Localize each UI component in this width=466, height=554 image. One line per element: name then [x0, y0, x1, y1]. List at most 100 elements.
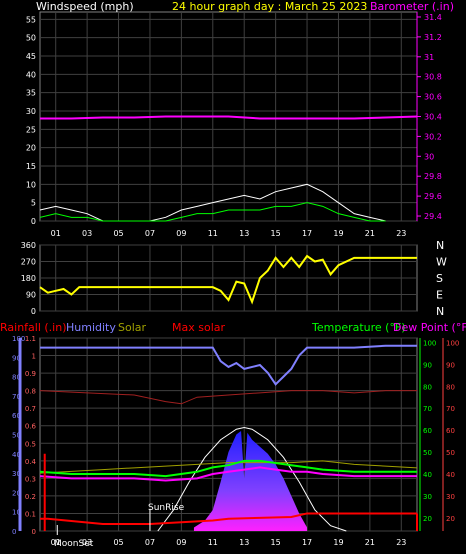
top-xtick-label: 13: [239, 229, 249, 238]
temp-tick-label: 20: [423, 515, 432, 523]
dew-tick-label: 50: [446, 449, 455, 457]
baro-tick-label: 29.8: [424, 172, 442, 181]
compass-label: N: [436, 305, 444, 318]
top-xtick-label: 11: [208, 229, 218, 238]
temp-tick-label: 70: [423, 405, 432, 413]
dew-tick-label: 100: [446, 339, 459, 347]
top-ytick-label: 35: [26, 89, 36, 98]
bottom-xtick-label: 17: [302, 538, 312, 547]
temp-tick-label: 30: [423, 493, 432, 501]
wind-barometer-panel: 051015202530354045505529.429.629.83030.2…: [26, 11, 442, 238]
top-ytick-label: 50: [26, 34, 36, 43]
top-xtick-label: 09: [176, 229, 186, 238]
bottom-xtick-label: 13: [239, 538, 249, 547]
dew-tick-label: 20: [446, 515, 455, 523]
baro-tick-label: 30.6: [424, 93, 442, 102]
baro-tick-label: 30.2: [424, 132, 442, 141]
rain-tick-label: 0.6: [25, 423, 37, 431]
sunrise-annotation: SunRise: [148, 503, 185, 513]
humidity-tick-label: 60: [12, 412, 21, 420]
rain-tick-label: 0.5: [25, 440, 36, 448]
dewpoint-label: Dew Point (°F): [393, 321, 466, 334]
temperature-label: Temperature (°F): [311, 321, 406, 334]
rain-tick-label: 0: [32, 528, 36, 536]
bottom-xtick-label: 23: [396, 538, 406, 547]
baro-tick-label: 31.2: [424, 33, 442, 42]
dewpoint-line: [39, 390, 417, 405]
top-xtick-label: 23: [396, 229, 406, 238]
top-xtick-label: 17: [302, 229, 312, 238]
temp-tick-label: 50: [423, 449, 432, 457]
top-ytick-label: 15: [26, 162, 36, 171]
rain-tick-label: 0.1: [25, 510, 36, 518]
top-ytick-label: 10: [26, 180, 36, 189]
temperature-line: [39, 459, 417, 478]
rain-tick-label: 0.9: [25, 370, 36, 378]
dew-tick-label: 30: [446, 493, 455, 501]
humidity-label: Humidity: [66, 321, 116, 334]
dir-ytick-label: 180: [21, 274, 36, 283]
dew-tick-label: 90: [446, 361, 455, 369]
temperature-line-2: [39, 466, 417, 482]
dew-tick-label: 60: [446, 427, 455, 435]
gust-line: [39, 183, 386, 222]
temp-tick-label: 90: [423, 361, 432, 369]
top-ytick-label: 0: [31, 217, 36, 226]
dir-ytick-label: 0: [31, 307, 36, 316]
rain-tick-label: 1.1: [25, 335, 36, 343]
rain-tick-label: 0.7: [25, 405, 36, 413]
dir-ytick-label: 270: [21, 258, 36, 267]
moonset-annotation: MoonSet: [54, 539, 94, 549]
compass-label: N: [436, 239, 444, 252]
rain-tick-label: 0.2: [25, 493, 36, 501]
humidity-tick-label: 80: [12, 374, 21, 382]
top-xtick-label: 07: [145, 229, 155, 238]
rainfall-line: [40, 512, 417, 525]
rain-tick-label: 0.8: [25, 388, 36, 396]
humidity-tick-label: 20: [12, 489, 21, 497]
bottom-xtick-label: 15: [271, 538, 281, 547]
humidity-tick-label: 0: [12, 528, 16, 536]
bottom-xtick-label: 01: [51, 538, 61, 547]
humidity-line: [40, 344, 417, 386]
baro-tick-label: 30: [424, 152, 434, 161]
baro-tick-label: 30.8: [424, 73, 442, 82]
dew-tick-label: 70: [446, 405, 455, 413]
dir-ytick-label: 360: [21, 241, 36, 250]
bottom-xtick-label: 07: [145, 538, 155, 547]
humidity-tick-label: 40: [12, 451, 21, 459]
top-xtick-label: 21: [365, 229, 375, 238]
temp-tick-label: 100: [423, 339, 436, 347]
rain-temp-panel: 00.10.20.30.40.50.60.70.80.911.101020304…: [12, 335, 459, 547]
bottom-xtick-label: 19: [333, 538, 343, 547]
compass-label: W: [436, 256, 447, 269]
baro-tick-label: 30.4: [424, 113, 442, 122]
humidity-tick-label: 70: [12, 393, 21, 401]
barometer-line: [40, 115, 418, 120]
dew-tick-label: 40: [446, 471, 455, 479]
temp-tick-label: 80: [423, 383, 432, 391]
solar-label: Solar: [118, 321, 147, 334]
bottom-xtick-label: 21: [365, 538, 375, 547]
windspeed-label: Windspeed (mph): [36, 0, 134, 13]
compass-label: S: [436, 272, 443, 285]
humidity-tick-label: 30: [12, 470, 21, 478]
humidity-tick-label: 10: [12, 509, 21, 517]
dew-tick-label: 80: [446, 383, 455, 391]
top-ytick-label: 55: [26, 15, 36, 24]
direction-line: [39, 254, 417, 305]
baro-tick-label: 29.6: [424, 192, 442, 201]
solar-area: [193, 430, 308, 531]
chart-title: 24 hour graph day : March 25 2023: [172, 0, 367, 13]
baro-tick-label: 31: [424, 53, 434, 62]
windspeed-line: [39, 202, 386, 222]
top-ytick-label: 45: [26, 52, 36, 61]
humidity-tick-label: 90: [12, 354, 21, 362]
temp-tick-label: 40: [423, 471, 432, 479]
top-ytick-label: 5: [31, 199, 36, 208]
top-ytick-label: 40: [26, 70, 36, 79]
bottom-xtick-label: 11: [208, 538, 218, 547]
rain-tick-label: 0.4: [25, 458, 37, 466]
